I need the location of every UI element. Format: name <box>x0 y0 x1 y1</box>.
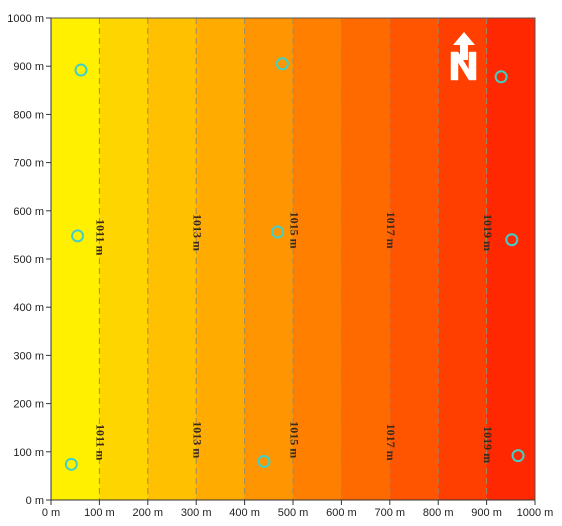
x-tick-label: 900 m <box>471 507 502 519</box>
contour-label: 1013 m <box>190 214 204 251</box>
y-tick-label: 1000 m <box>7 13 44 25</box>
x-tick-label: 700 m <box>375 507 406 519</box>
station-marker-icon <box>71 229 85 243</box>
x-tick-label: 600 m <box>326 507 357 519</box>
y-tick-label: 600 m <box>13 206 44 218</box>
contour-label: 1017 m <box>384 424 398 461</box>
contour-label: 1011 m <box>94 219 108 255</box>
x-tick-label: 300 m <box>181 507 212 519</box>
station-marker-icon <box>271 225 285 239</box>
color-band-6 <box>341 18 391 500</box>
station-marker-icon <box>64 457 78 471</box>
y-tick-label: 900 m <box>13 61 44 73</box>
station-marker-icon <box>505 233 519 247</box>
station-marker-icon <box>275 57 289 71</box>
y-tick-label: 300 m <box>13 350 44 362</box>
contour-label: 1011 m <box>94 424 108 460</box>
north-arrow-icon: N <box>450 32 477 81</box>
y-axis: 0 m 100 m 200 m 300 m 400 m 500 m 600 m 700 m 80… <box>7 13 52 507</box>
color-band-2 <box>147 18 197 500</box>
y-tick-label: 200 m <box>13 399 44 411</box>
color-band-5 <box>293 18 342 500</box>
x-tick-label: 400 m <box>229 507 260 519</box>
color-band-7 <box>389 18 439 500</box>
contour-label: 1015 m <box>287 212 301 249</box>
color-band-0 <box>51 18 100 500</box>
x-tick-label: 800 m <box>423 507 454 519</box>
color-band-4 <box>244 18 294 500</box>
contour-label: 1015 m <box>287 421 301 458</box>
contour-lines <box>98 18 488 500</box>
contour-label: 1013 m <box>190 421 204 458</box>
x-tick-label: 0 m <box>42 507 60 519</box>
station-marker-icon <box>257 454 271 468</box>
x-tick-label: 500 m <box>278 507 309 519</box>
x-tick-label: 1000 m <box>517 507 554 519</box>
y-tick-label: 500 m <box>13 254 44 266</box>
y-tick-label: 100 m <box>13 447 44 459</box>
x-tick-label: 100 m <box>84 507 115 519</box>
color-band-1 <box>99 18 149 500</box>
contour-label: 1019 m <box>481 426 495 463</box>
y-tick-label: 0 m <box>26 495 44 507</box>
station-marker-icon <box>74 63 88 77</box>
y-tick-label: 700 m <box>13 158 44 170</box>
contour-label: 1019 m <box>481 214 495 251</box>
y-tick-label: 800 m <box>13 109 44 121</box>
color-band-9 <box>486 18 536 500</box>
color-band-8 <box>438 18 488 500</box>
y-tick-label: 400 m <box>13 302 44 314</box>
station-marker-icon <box>511 449 525 463</box>
color-band-3 <box>196 18 246 500</box>
contour-labels: 1011 m 1011 m 1013 m 1013 m 1015 m 1015 m 1017… <box>94 212 495 463</box>
contour-label: 1017 m <box>384 212 398 249</box>
station-marker-icon <box>494 70 508 84</box>
color-bands <box>51 18 536 500</box>
x-tick-label: 200 m <box>133 507 164 519</box>
x-axis: 0 m 100 m 200 m 300 m 400 m 500 m 600 m 700 m 80… <box>42 499 554 519</box>
station-markers <box>64 57 525 471</box>
